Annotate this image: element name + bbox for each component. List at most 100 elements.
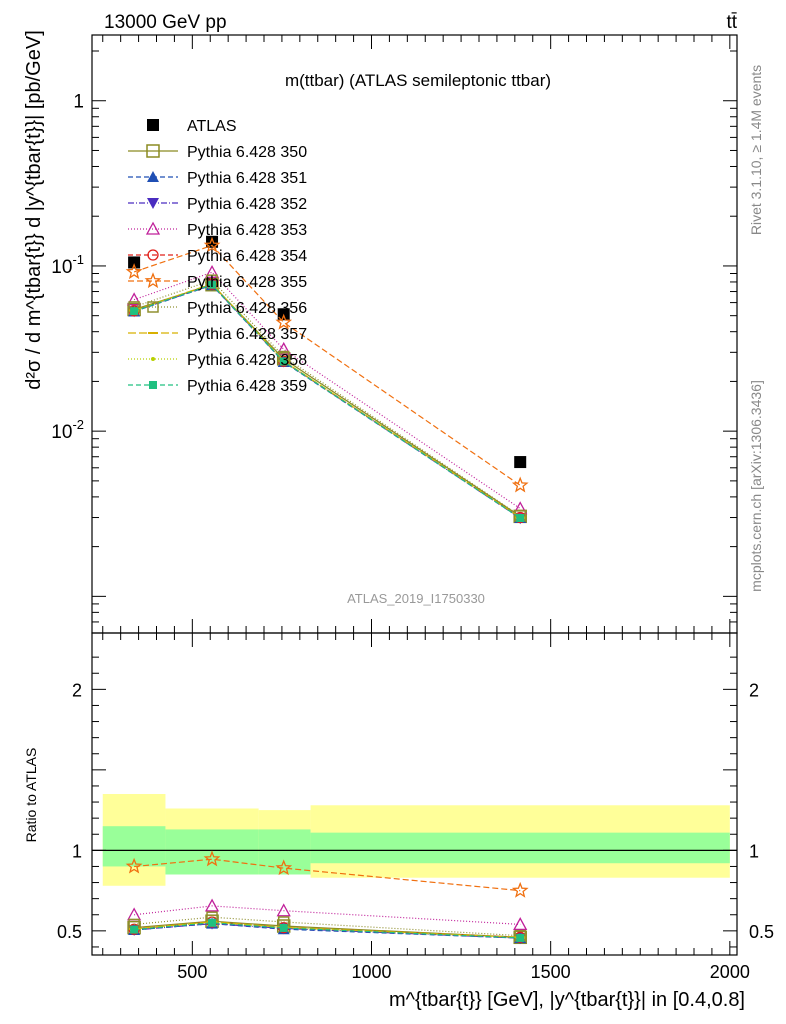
x-tick-label: 1000 — [351, 962, 391, 982]
series-pythia-6-428-358 — [132, 281, 523, 520]
point-pythia-6-428-359-0 — [130, 307, 139, 316]
point-pythia-6-428-359-1 — [208, 280, 217, 289]
y-tick-label: 10-2 — [51, 417, 84, 443]
point-pythia-6-428-359-3 — [516, 514, 525, 523]
series-line-pythia-6-428-359 — [133, 284, 521, 519]
ratio-line-pythia-6-428-355 — [134, 858, 521, 892]
main-series — [125, 235, 529, 525]
point-atlas-3 — [514, 456, 527, 469]
legend-item-pythia-6-428-351: Pythia 6.428 351 — [128, 170, 307, 187]
series-line-pythia-6-428-353 — [133, 271, 521, 509]
ratio-point-pythia-6-428-359-3 — [516, 933, 525, 942]
legend-marker — [147, 171, 159, 182]
point-atlas-0 — [128, 256, 141, 269]
series-line-pythia-6-428-355 — [133, 244, 521, 486]
legend-label: Pythia 6.428 352 — [187, 196, 307, 213]
y-tick-label: 10-1 — [51, 252, 84, 278]
legend-label: ATLAS — [187, 118, 237, 135]
legend-marker — [151, 357, 155, 361]
ratio-y-tick-label-right: 2 — [749, 680, 759, 700]
legend-label: Pythia 6.428 355 — [187, 274, 307, 291]
legend-item-pythia-6-428-356: Pythia 6.428 356 — [128, 300, 307, 317]
ratio-point-pythia-6-428-353-1 — [204, 898, 220, 912]
plot-frames — [91, 34, 738, 956]
legend-item-atlas: ATLAS — [147, 118, 237, 135]
legend: ATLAS Pythia 6.428 350 Pythia 6.428 351 Pyt… — [128, 118, 307, 395]
ratio-line-pythia-6-428-353 — [134, 905, 521, 925]
point-pythia-6-428-353-1 — [204, 264, 220, 278]
legend-label: Pythia 6.428 353 — [187, 222, 307, 239]
legend-marker — [149, 381, 157, 389]
legend-label: Pythia 6.428 354 — [187, 248, 307, 265]
legend-marker — [144, 272, 162, 289]
y-tick-label: 1 — [73, 92, 84, 113]
ratio-line-pythia-6-428-350 — [134, 920, 521, 938]
ratio-y-axis-label: Ratio to ATLAS — [23, 748, 39, 843]
point-pythia-6-428-353-2 — [276, 341, 291, 355]
legend-marker — [147, 249, 159, 261]
point-pythia-6-428-355-3 — [511, 476, 529, 493]
point-pythia-6-428-355-2 — [275, 313, 293, 330]
ratio-y-tick-label: 2 — [72, 680, 82, 700]
ratio-series-pythia-6-428-355 — [125, 850, 529, 898]
point-pythia-6-428-355-1 — [203, 236, 221, 253]
ratio-series-pythia-6-428-359 — [130, 918, 525, 942]
x-tick-label: 2000 — [710, 962, 750, 982]
mcplots-label: mcplots.cern.ch [arXiv:1306.3436] — [748, 380, 764, 592]
series-pythia-6-428-355 — [125, 236, 529, 493]
legend-marker — [145, 221, 161, 235]
ratio-y-tick-label: 0.5 — [57, 922, 82, 942]
point-pythia-6-428-353-3 — [513, 501, 528, 515]
legend-item-pythia-6-428-359: Pythia 6.428 359 — [128, 378, 307, 395]
point-atlas-1 — [206, 235, 219, 248]
ratio-point-pythia-6-428-359-2 — [279, 923, 288, 932]
axis-ticks: 500 1000 1500 2000 1 10-1 10-2 0.5 0.5 1 1 2 2 — [51, 35, 774, 982]
series-pythia-6-428-357 — [129, 282, 526, 519]
band-inner-2 — [258, 829, 311, 875]
y-axis-label: d²σ / d m^{tbar{t}} d |y^{tbar{t}}| [pb/… — [23, 30, 45, 390]
legend-marker — [147, 198, 159, 209]
ratio-bands — [102, 794, 730, 886]
point-pythia-6-428-355-0 — [125, 263, 143, 280]
series-atlas — [128, 235, 527, 469]
legend-item-pythia-6-428-355: Pythia 6.428 355 — [128, 272, 307, 291]
ratio-frame — [91, 632, 738, 956]
legend-item-pythia-6-428-357: Pythia 6.428 357 — [128, 326, 307, 343]
series-line-pythia-6-428-357 — [133, 283, 521, 519]
legend-marker — [147, 119, 159, 131]
ratio-point-pythia-6-428-353-2 — [276, 903, 291, 917]
header-left: 13000 GeV pp — [104, 12, 227, 33]
ratio-line-pythia-6-428-356 — [134, 916, 521, 937]
legend-label: Pythia 6.428 359 — [187, 378, 307, 395]
x-axis-label: m^{tbar{t}} [GeV], |y^{tbar{t}}| in [0.4… — [389, 989, 745, 1011]
legend-label: Pythia 6.428 350 — [187, 144, 307, 161]
watermark: ATLAS_2019_I1750330 — [347, 591, 485, 606]
ratio-point-pythia-6-428-355-3 — [511, 881, 529, 898]
series-pythia-6-428-353 — [127, 264, 528, 515]
series-line-pythia-6-428-350 — [133, 284, 521, 517]
x-tick-label: 500 — [177, 962, 207, 982]
series-pythia-6-428-359 — [130, 280, 525, 523]
ratio-line-pythia-6-428-359 — [134, 922, 521, 939]
series-line-pythia-6-428-352 — [133, 284, 521, 519]
legend-marker — [146, 144, 160, 158]
series-line-pythia-6-428-358 — [133, 283, 521, 519]
ratio-y-tick-label-right: 1 — [749, 841, 759, 861]
legend-label: Pythia 6.428 351 — [187, 170, 307, 187]
band-inner-3 — [310, 832, 730, 864]
rivet-label: Rivet 3.1.10, ≥ 1.4M events — [748, 65, 764, 235]
legend-item-pythia-6-428-354: Pythia 6.428 354 — [128, 248, 307, 265]
point-pythia-6-428-359-2 — [279, 357, 288, 366]
ratio-point-pythia-6-428-359-1 — [208, 918, 217, 927]
ratio-point-pythia-6-428-359-0 — [130, 925, 139, 934]
ratio-point-pythia-6-428-355-2 — [275, 859, 293, 876]
x-tick-label: 1500 — [531, 962, 571, 982]
ratio-y-tick-label: 1 — [72, 841, 82, 861]
ratio-series — [125, 850, 529, 945]
chart-title: m(ttbar) (ATLAS semileptonic ttbar) — [285, 71, 551, 90]
legend-label: Pythia 6.428 357 — [187, 326, 307, 343]
header-right: tt̄ — [726, 12, 737, 33]
ratio-point-pythia-6-428-355-1 — [203, 850, 221, 867]
legend-label: Pythia 6.428 356 — [187, 300, 307, 317]
